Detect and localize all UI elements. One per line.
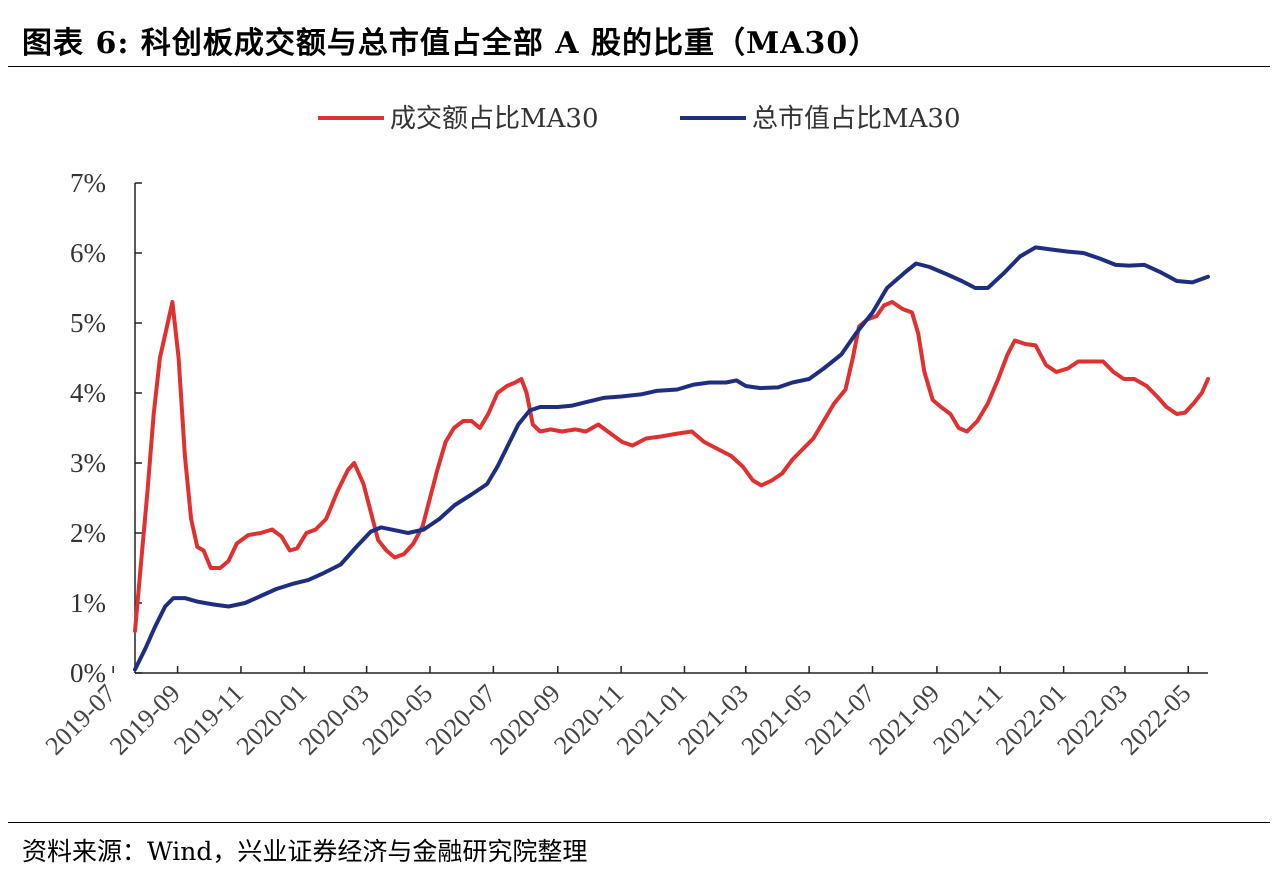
chart-axes: 0%1%2%3%4%5%6%7%2019-072019-092019-11202… [40,168,1208,761]
line-chart: 成交额占比MA30 总市值占比MA30 0% 1% 2% 3% 4% 5% 6% 7% 2019-… [40,104,1210,761]
bottom-rule [8,822,1270,823]
legend-label-2: 总市值占比MA30 [752,104,960,134]
y-tick-label: 4% [70,378,106,408]
top-rule [8,66,1270,67]
series-line-2 [133,245,1210,672]
y-tick-label: 5% [70,308,106,338]
y-tick-label: 6% [70,238,106,268]
x-tick-label: 2019-09 [104,679,186,761]
y-tick-label: 1% [70,588,106,618]
y-tick-label: 7% [70,168,106,198]
chart-series [133,245,1210,672]
x-tick-label: 2021-07 [799,679,881,761]
x-tick-label: 2020-07 [420,679,502,761]
series-line-1 [133,300,1210,633]
legend-label-1: 成交额占比MA30 [390,104,598,134]
x-tick-label: 2021-09 [863,679,945,761]
x-tick-label: 2020-03 [293,679,375,761]
x-tick-label: 2019-07 [40,679,122,761]
x-tick-label: 2020-09 [484,679,566,761]
x-tick-label: 2020-05 [356,679,438,761]
chart-legend: 成交额占比MA30 总市值占比MA30 [318,104,960,134]
y-tick-label: 0% [70,658,106,688]
y-tick-label: 2% [70,518,106,548]
y-tick-label: 3% [70,448,106,478]
source-note: 资料来源：Wind，兴业证券经济与金融研究院整理 [22,837,588,866]
x-tick-label: 2021-05 [736,679,818,761]
x-tick-label: 2022-05 [1115,679,1197,761]
figure-title: 图表 6: 科创板成交额与总市值占全部 A 股的比重（MA30） [22,26,880,61]
